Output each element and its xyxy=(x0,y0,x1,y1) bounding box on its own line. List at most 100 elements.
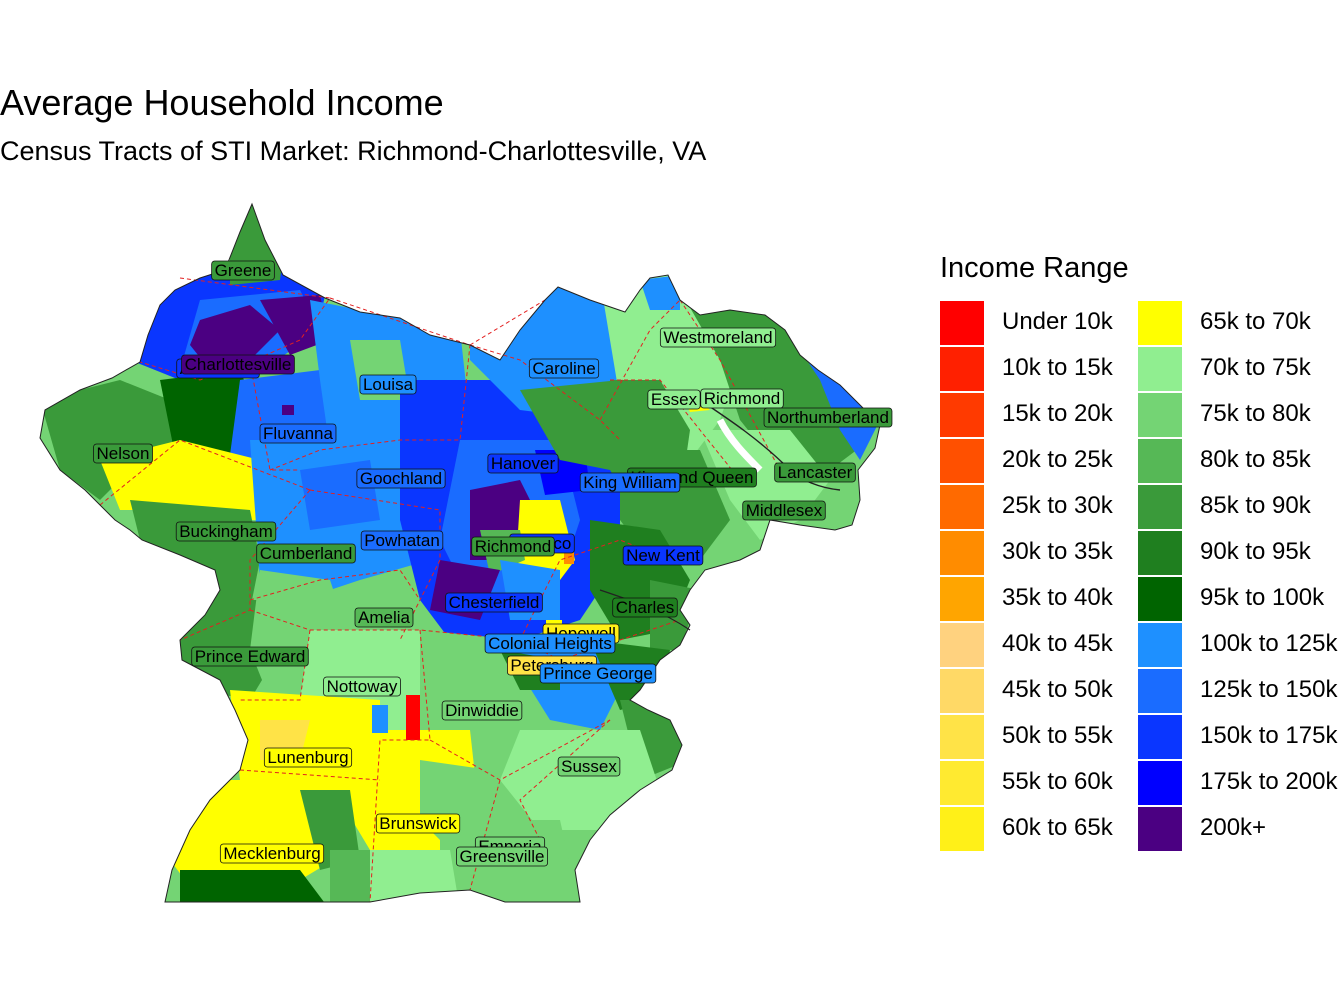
county-label: Caroline xyxy=(528,358,600,379)
county-label-text: Caroline xyxy=(532,359,595,378)
county-label-box xyxy=(659,327,777,348)
county-label: Fluvanna xyxy=(259,423,337,444)
legend-label: 10k to 15k xyxy=(1002,354,1113,381)
legend-label: 65k to 70k xyxy=(1200,308,1311,335)
county-label: Richmond xyxy=(700,388,784,409)
county-label: Lunenburg xyxy=(263,747,353,768)
county-label-text: Nottoway xyxy=(327,677,398,696)
county-label-box xyxy=(456,846,548,867)
county-label-text: Westmoreland xyxy=(663,328,772,347)
county-label: Powhatan xyxy=(360,530,444,551)
county-label-text: Northumberland xyxy=(767,408,889,427)
legend-swatch xyxy=(1138,761,1182,805)
county-label-box xyxy=(484,633,616,654)
county-label-box xyxy=(700,388,784,409)
legend-swatch xyxy=(1138,485,1182,529)
legend-label: 15k to 20k xyxy=(1002,400,1113,427)
county-label-text: Dinwiddie xyxy=(445,701,519,720)
county-label-text: Nelson xyxy=(97,444,150,463)
county-label-box xyxy=(539,663,657,684)
legend-label: 175k to 200k xyxy=(1200,768,1338,795)
county-label-text: Mecklenburg xyxy=(223,844,320,863)
county-label-box xyxy=(219,843,325,864)
legend-label: 125k to 150k xyxy=(1200,676,1338,703)
county-label: Amelia xyxy=(354,607,414,628)
county-label-box xyxy=(557,756,621,777)
county-label: Mecklenburg xyxy=(219,843,325,864)
legend-swatch xyxy=(940,301,984,345)
county-label-box xyxy=(528,358,600,379)
county-label-text: Powhatan xyxy=(364,531,440,550)
county-label-box xyxy=(175,521,277,542)
legend: Under 10k 10k to 15k 15k to 20k 20k to 25k 2… xyxy=(940,300,1344,852)
county-label-box xyxy=(263,747,353,768)
county-label-box xyxy=(445,592,543,613)
legend-swatch xyxy=(940,807,984,851)
county-label-box xyxy=(375,813,461,834)
legend-swatch xyxy=(1138,577,1182,621)
map-subtitle: Census Tracts of STI Market: Richmond-Ch… xyxy=(0,136,707,166)
legend-swatch xyxy=(1138,439,1182,483)
county-label: Brunswick xyxy=(375,813,461,834)
county-label-text: Prince George xyxy=(543,664,653,683)
legend-swatch xyxy=(940,715,984,759)
legend-label: 55k to 60k xyxy=(1002,768,1113,795)
legend-label: 95k to 100k xyxy=(1200,584,1325,611)
legend-label: 80k to 85k xyxy=(1200,446,1311,473)
county-label-box xyxy=(471,536,555,557)
county-label-text: Buckingham xyxy=(179,522,273,541)
county-label-text: Prince Edward xyxy=(195,647,306,666)
county-label: Colonial Heights xyxy=(484,633,616,654)
legend-swatch xyxy=(940,669,984,713)
county-label-text: Fluvanna xyxy=(263,424,333,443)
legend-swatch xyxy=(1138,623,1182,667)
county-label-text: King William xyxy=(583,473,677,492)
legend-swatch xyxy=(940,761,984,805)
county-label: Greene xyxy=(211,260,275,281)
county-label: Greensville xyxy=(456,846,548,867)
county-label-text: Richmond xyxy=(704,389,781,408)
legend-swatch xyxy=(1138,301,1182,345)
legend-label: 30k to 35k xyxy=(1002,538,1113,565)
legend-swatch xyxy=(1138,531,1182,575)
legend-label: 150k to 175k xyxy=(1200,722,1338,749)
county-label-text: Lancaster xyxy=(778,463,853,482)
county-label-text: New Kent xyxy=(626,546,700,565)
county-label: Buckingham xyxy=(175,521,277,542)
county-label-box xyxy=(323,676,401,697)
county-label: Prince Edward xyxy=(191,646,309,667)
county-label: New Kent xyxy=(622,545,704,566)
legend-swatch xyxy=(940,531,984,575)
county-label-box xyxy=(487,453,559,474)
county-label: Lancaster xyxy=(774,462,856,483)
county-label: Middlesex xyxy=(742,500,826,521)
legend-label: 25k to 30k xyxy=(1002,492,1113,519)
legend-title: Income Range xyxy=(940,252,1129,284)
county-label: Cumberland xyxy=(256,543,356,564)
county-label: Northumberland xyxy=(763,407,893,428)
legend-swatch xyxy=(940,347,984,391)
legend-label: 40k to 45k xyxy=(1002,630,1113,657)
legend-label: 70k to 75k xyxy=(1200,354,1311,381)
legend-label: 85k to 90k xyxy=(1200,492,1311,519)
county-label-box xyxy=(612,597,678,618)
county-label-box xyxy=(259,423,337,444)
county-label-box xyxy=(181,354,295,375)
legend-swatch xyxy=(1138,347,1182,391)
county-label-box xyxy=(647,389,701,410)
county-label-box xyxy=(742,500,826,521)
region-outline xyxy=(39,202,881,903)
county-label-text: Hanover xyxy=(491,454,556,473)
county-label-text: Colonial Heights xyxy=(488,634,612,653)
county-label: Essex xyxy=(647,389,701,410)
county-label-box xyxy=(774,462,856,483)
county-label-box xyxy=(763,407,893,428)
county-label: Nelson xyxy=(93,443,153,464)
county-label: King William xyxy=(579,472,681,493)
county-label: Charles xyxy=(612,597,678,618)
county-label-text: Amelia xyxy=(358,608,411,627)
county-label: Louisa xyxy=(359,374,417,395)
county-label-box xyxy=(441,700,523,721)
county-label: Nottoway xyxy=(323,676,401,697)
river-water xyxy=(716,418,763,473)
